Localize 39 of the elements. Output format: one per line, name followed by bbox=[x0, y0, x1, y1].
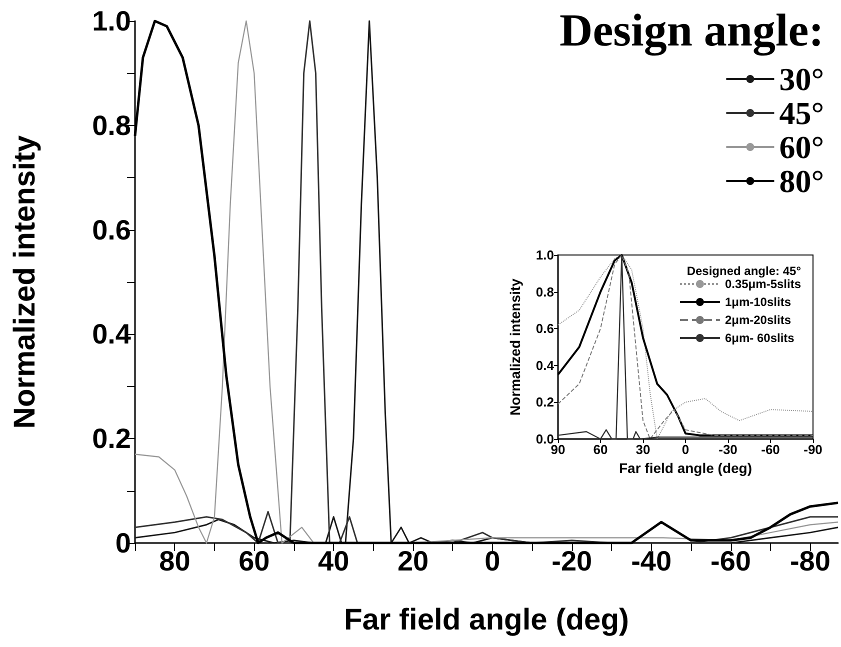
legend-label: 1μm-10slits bbox=[724, 295, 792, 309]
y-tick-label: 0.8 bbox=[92, 110, 131, 141]
x-tick-label: -40 bbox=[631, 546, 672, 576]
y-tick-label: 0.4 bbox=[92, 318, 132, 350]
y-tick-label: 0.2 bbox=[536, 394, 554, 410]
x-tick-label: -20 bbox=[552, 546, 592, 576]
y-tick-label: 0.8 bbox=[536, 284, 554, 300]
legend-label: 60° bbox=[779, 129, 824, 165]
y-tick-label: 0.2 bbox=[92, 423, 131, 454]
x-tick-label: -60 bbox=[761, 442, 780, 457]
x-tick-label: 0 bbox=[484, 546, 500, 576]
y-tick-label: 1.0 bbox=[92, 6, 131, 36]
x-tick-label: 60 bbox=[593, 442, 608, 457]
y-tick-label: 1.0 bbox=[536, 248, 554, 262]
legend-label: 0.35μm-5slits bbox=[724, 277, 802, 291]
legend-label: 30° bbox=[779, 61, 824, 97]
legend-label: 6μm- 60slits bbox=[724, 331, 795, 345]
y-axis-title: Normalized intensity bbox=[8, 134, 42, 429]
legend-title: Design angle: bbox=[560, 4, 824, 56]
x-tick-label: -80 bbox=[790, 546, 830, 576]
legend-label: 2μm-20slits bbox=[724, 313, 792, 327]
y-tick-label: 0.6 bbox=[536, 321, 554, 336]
y-axis-title: Normalized intensity bbox=[507, 278, 523, 416]
legend-label: 45° bbox=[779, 95, 824, 131]
y-tick-label: 0.4 bbox=[536, 358, 555, 373]
x-axis-title: Far field angle (deg) bbox=[344, 604, 630, 636]
x-tick-label: 20 bbox=[397, 546, 429, 576]
x-tick-label: 40 bbox=[318, 546, 350, 576]
y-tick-label: 0.6 bbox=[92, 214, 131, 246]
x-tick-label: 80 bbox=[159, 546, 190, 576]
x-tick-label: 60 bbox=[238, 546, 270, 576]
x-tick-label: 0 bbox=[682, 442, 690, 457]
x-tick-label: 30 bbox=[636, 442, 650, 457]
legend-title: Designed angle: 45° bbox=[686, 264, 802, 278]
x-tick-label: -30 bbox=[718, 442, 738, 457]
x-tick-label: -90 bbox=[804, 442, 822, 457]
x-tick-label: -60 bbox=[710, 546, 751, 576]
x-axis-title: Far field angle (deg) bbox=[618, 460, 752, 476]
legend-label: 80° bbox=[779, 163, 824, 199]
